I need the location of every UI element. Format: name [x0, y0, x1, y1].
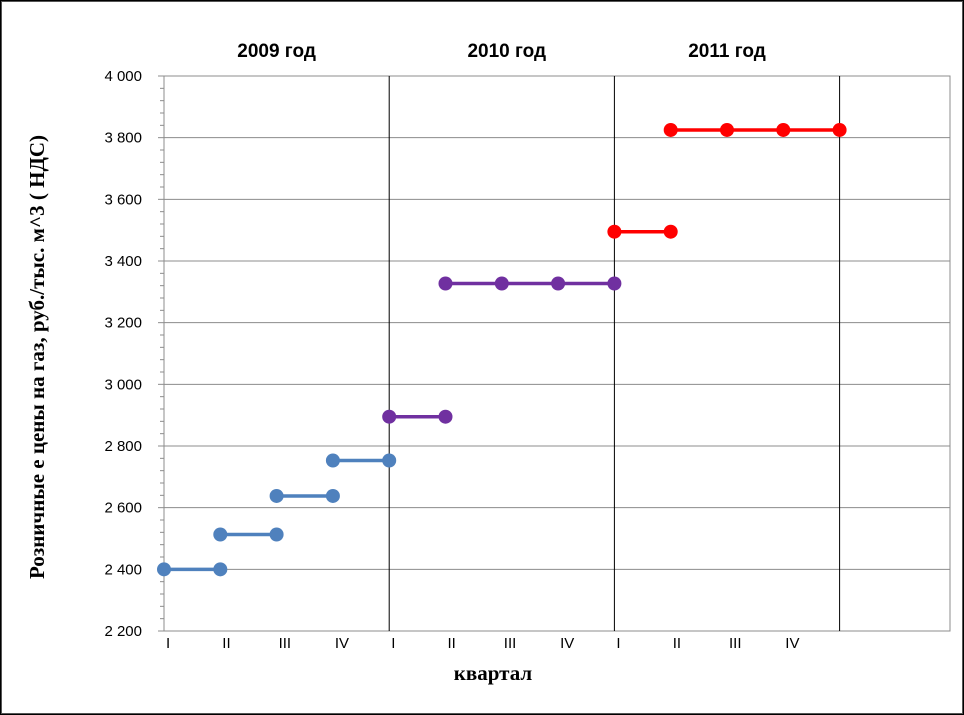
y-tick-label: 4 000 [104, 68, 142, 85]
x-tick-label: II [673, 635, 681, 652]
y-axis-ticks: 2 200 2 400 2 600 2 800 3 000 3 200 3 400 3 600… [104, 68, 164, 640]
series-group [157, 122, 847, 577]
gridlines [163, 75, 951, 632]
data-point [720, 122, 734, 137]
data-point [382, 409, 397, 424]
x-tick-label: III [279, 635, 292, 652]
data-point [157, 562, 171, 577]
data-point [494, 276, 509, 291]
data-point [438, 409, 453, 424]
x-tick-label: I [391, 635, 395, 652]
data-point [438, 276, 453, 291]
x-tick-label: II [448, 635, 456, 652]
data-point [269, 527, 284, 542]
x-tick-label: I [616, 635, 620, 652]
data-point [832, 122, 847, 137]
x-tick-label: III [729, 635, 742, 652]
x-tick-label: III [504, 635, 517, 652]
plot-border [163, 75, 951, 632]
x-tick-label: I [166, 635, 170, 652]
y-tick-label: 2 400 [104, 561, 142, 578]
x-axis-categories: I II III IV I II III IV I II III IV [166, 635, 799, 652]
y-tick-label: 3 800 [104, 130, 142, 147]
data-point [269, 488, 284, 503]
data-point [325, 453, 340, 468]
data-point [776, 122, 791, 137]
data-point [551, 276, 566, 291]
data-point [382, 453, 397, 468]
x-tick-label: IV [335, 635, 349, 652]
data-point [607, 276, 622, 291]
y-tick-label: 3 400 [104, 253, 142, 270]
x-tick-label: II [222, 635, 230, 652]
y-tick-label: 2 200 [104, 623, 142, 640]
data-point [213, 527, 228, 542]
x-axis-title: квартал [454, 661, 533, 685]
y-tick-label: 3 600 [104, 191, 142, 208]
data-point [213, 562, 228, 577]
x-tick-label: IV [785, 635, 799, 652]
data-point [663, 122, 678, 137]
y-axis-title: Розничные е цены на газ, руб./тыс. м^3 (… [25, 135, 49, 579]
y-tick-label: 3 200 [104, 315, 142, 332]
data-point [607, 224, 622, 239]
year-label: 2010 год [467, 41, 546, 62]
data-point [325, 488, 340, 503]
data-point [663, 224, 678, 239]
year-label: 2011 год [688, 41, 766, 62]
x-tick-label: IV [560, 635, 574, 652]
year-label: 2009 год [237, 41, 316, 62]
y-tick-label: 3 000 [104, 376, 142, 393]
y-tick-label: 2 800 [104, 438, 142, 455]
year-labels: 2009 год 2010 год 2011 год [237, 41, 766, 62]
y-tick-label: 2 600 [104, 500, 142, 517]
